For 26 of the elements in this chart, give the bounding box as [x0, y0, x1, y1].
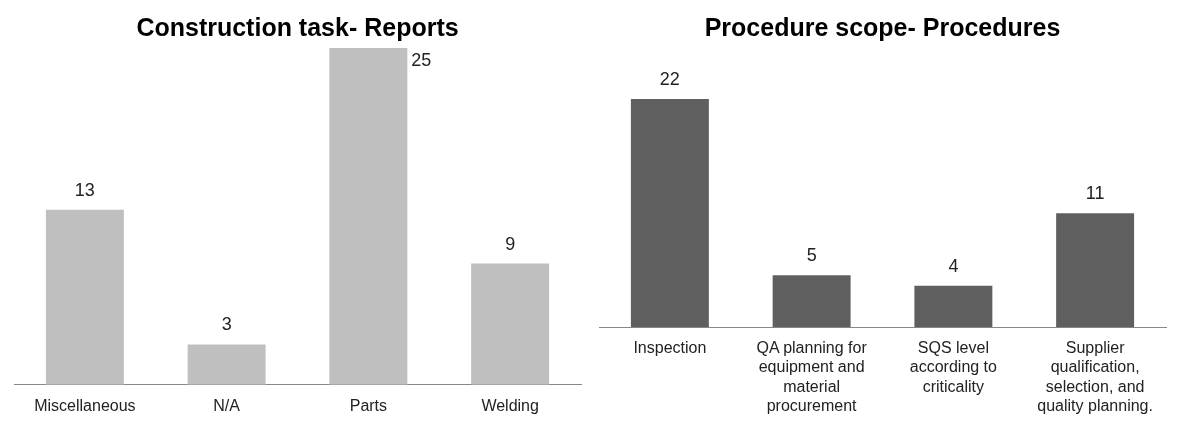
data-label: 11 — [1085, 183, 1105, 204]
data-label: 25 — [411, 49, 432, 70]
x-tick-label: Supplier qualification, selection, and quality planning. — [1037, 339, 1153, 414]
bar — [329, 48, 408, 385]
data-label: 3 — [221, 314, 232, 335]
bar — [187, 344, 266, 385]
bar — [914, 285, 993, 328]
data-label: 22 — [659, 69, 680, 90]
bar — [45, 209, 124, 385]
x-tick-label: Miscellaneous — [34, 396, 136, 414]
data-label: 9 — [505, 233, 516, 254]
chart-title: Procedure scope- Procedures — [704, 12, 1061, 41]
x-tick-label: SQS level according to criticality — [909, 339, 998, 395]
chart-title: Construction task- Reports — [136, 12, 459, 41]
bar — [1056, 213, 1135, 328]
x-tick-label: Inspection — [633, 339, 707, 357]
data-label: 4 — [948, 255, 959, 276]
x-tick-label: QA planning for equipment and material procurement — [756, 339, 868, 414]
x-tick-label: N/A — [213, 396, 241, 414]
x-tick-label: Welding — [481, 396, 539, 414]
data-label: 13 — [74, 179, 95, 200]
bar — [630, 99, 709, 328]
data-label: 5 — [806, 245, 817, 266]
bar — [471, 263, 550, 385]
x-tick-label: Parts — [349, 396, 388, 414]
bar — [772, 275, 851, 328]
